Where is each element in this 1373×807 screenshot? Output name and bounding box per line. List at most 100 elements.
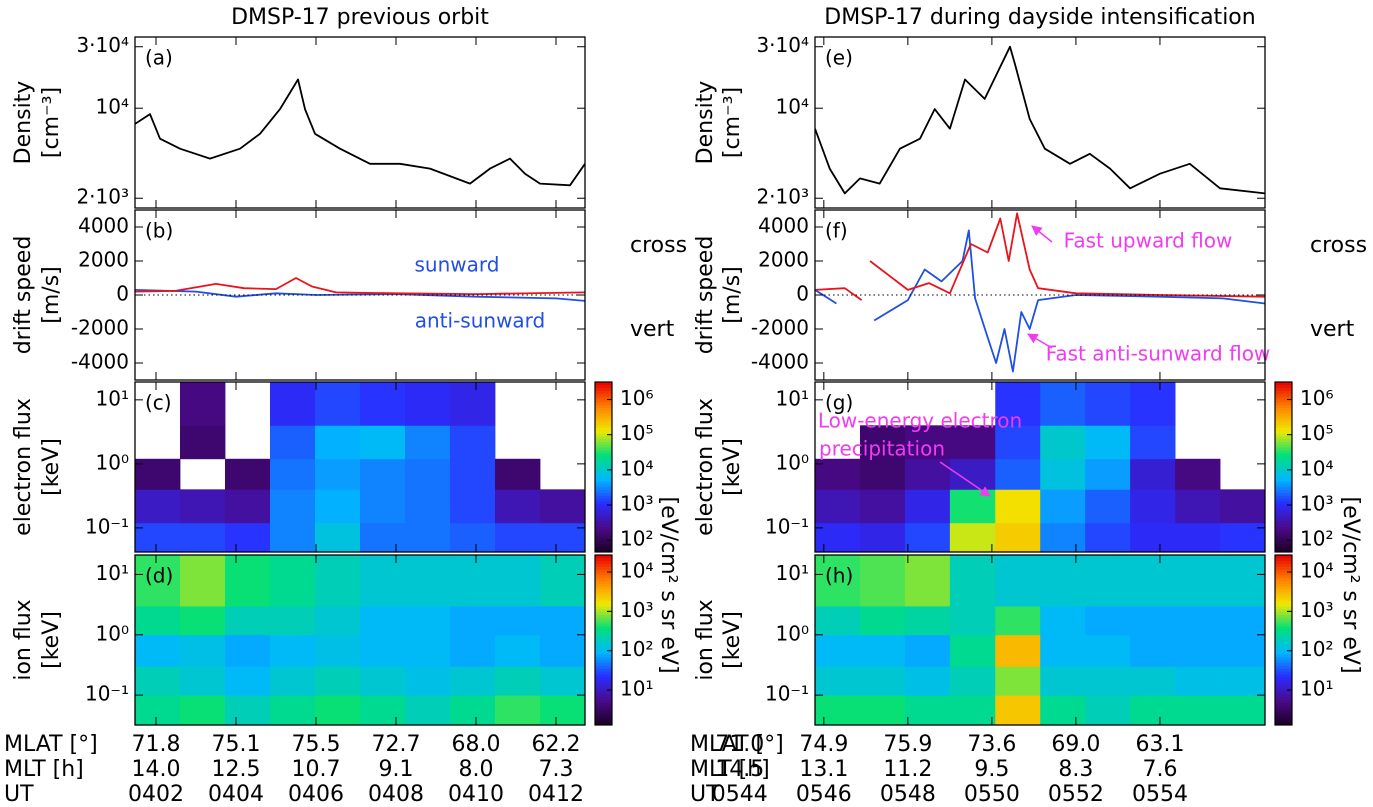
spectrogram-cell (1130, 382, 1176, 426)
colorbar-step (595, 591, 612, 596)
spectrogram-cell (1175, 605, 1221, 636)
y-tick-label: 10⁰ (96, 450, 129, 474)
spectrogram-cell (904, 666, 951, 696)
spectrogram-cell (225, 666, 271, 696)
colorbar-step (595, 535, 612, 539)
colorbar-step (1275, 498, 1292, 502)
y-axis-label: [m/s] (39, 266, 64, 323)
spectrogram-cell (1040, 425, 1086, 460)
data-line (135, 277, 585, 295)
colorbar-step (1275, 685, 1292, 689)
colorbar-step (1275, 489, 1292, 493)
colorbar-step (1275, 523, 1292, 527)
colorbar-step (1275, 543, 1292, 547)
spectrogram-cell (315, 605, 361, 636)
spectrogram-cell (1085, 425, 1131, 460)
colorbar-step (1275, 492, 1292, 496)
spectrogram-cell (995, 425, 1041, 460)
spectrogram-cell (1040, 666, 1086, 696)
colorbar-step (595, 390, 612, 394)
spectrogram-cell (405, 425, 451, 460)
spectrogram-cell (450, 489, 496, 524)
colorbar-step (1275, 506, 1292, 510)
spectrogram-cell (995, 634, 1041, 667)
panel: 10² 10³ 10⁴ 10⁵ 10⁶ [eV/cm² s sr eV] Low-energ… (693, 381, 1363, 674)
colorbar-step (595, 512, 612, 516)
spectrogram-cell (1040, 382, 1086, 426)
y-axis-label: [keV] (720, 438, 745, 496)
x-tick-label: 0546 (796, 782, 852, 807)
colorbar-step (595, 478, 612, 482)
y-tick-label: -2000 (751, 316, 809, 340)
colorbar-step (1275, 557, 1292, 562)
colorbar-step (595, 606, 612, 610)
spectrogram-cell (180, 522, 226, 552)
data-line (135, 78, 585, 187)
colorbar-step (1275, 418, 1292, 423)
colorbar-step (1275, 441, 1292, 445)
y-tick-label: 2·10³ (76, 185, 129, 209)
colorbar-step (1275, 597, 1292, 601)
colorbar-step (595, 447, 612, 451)
spectrogram-cell (495, 489, 541, 524)
colorbar-step (595, 642, 612, 647)
spectrogram-cell (949, 605, 996, 636)
spectrogram-cell (450, 458, 496, 490)
spectrogram-cell (1175, 634, 1221, 667)
x-row-value: 62.2 (532, 732, 581, 757)
x-tick-label: 0402 (128, 782, 184, 807)
colorbar-step (595, 679, 612, 683)
spectrogram-cell (1220, 695, 1265, 725)
colorbar-step (595, 407, 612, 411)
spectrogram-cell (904, 522, 951, 552)
colorbar-step (1275, 679, 1292, 683)
colorbar-step (595, 623, 612, 627)
colorbar-tick-label: 10³ (620, 492, 653, 516)
spectrogram-cell (815, 489, 861, 524)
colorbar-step (595, 640, 612, 644)
colorbar-step (1275, 407, 1292, 411)
annotation: anti-sunward (415, 309, 546, 333)
spectrogram-cell (995, 666, 1041, 696)
spectrogram-cell (540, 695, 585, 725)
colorbar-step (1275, 546, 1292, 550)
spectrogram-cell (450, 555, 496, 607)
legend-entry: cross (630, 233, 687, 258)
spectrogram-cell (540, 489, 585, 524)
legend-entry: cross (1310, 233, 1367, 258)
colorbar-step (1275, 438, 1292, 442)
colorbar-step (595, 693, 612, 698)
y-tick-label: 4000 (758, 214, 809, 238)
spectrogram-cell (270, 382, 316, 426)
y-tick-label: -4000 (71, 350, 129, 374)
colorbar-step (595, 506, 612, 510)
colorbar-step (1275, 611, 1292, 615)
colorbar-step (595, 611, 612, 615)
spectrogram-cell (315, 425, 361, 460)
colorbar-tick-label: 10² (620, 527, 653, 551)
colorbar-step (1275, 421, 1292, 425)
spectrogram-cell (904, 634, 951, 667)
colorbar-step (595, 424, 612, 428)
spectrogram-cell (949, 425, 996, 460)
colorbar-step (1275, 472, 1292, 476)
colorbar-step (595, 705, 612, 709)
colorbar-tick-label: 10⁴ (620, 558, 653, 582)
colorbar-step (595, 484, 612, 488)
colorbar-step (1275, 481, 1292, 485)
spectrogram-cell (405, 634, 451, 667)
colorbar-step (1275, 393, 1292, 397)
spectrogram-cell (859, 522, 906, 552)
colorbar-step (595, 668, 612, 672)
spectrogram-cell (859, 425, 906, 460)
y-axis-label: [m/s] (720, 266, 745, 323)
colorbar-step (1275, 390, 1292, 394)
spectrogram-cell (1130, 695, 1176, 725)
colorbar-step (1275, 450, 1292, 454)
plot-area (815, 212, 1265, 373)
spectrogram-cell (315, 666, 361, 696)
y-axis-label: Density (11, 81, 36, 165)
colorbar-step (1275, 580, 1292, 584)
y-tick-label: 3·10⁴ (756, 33, 809, 57)
spectrogram-cell (1130, 634, 1176, 667)
